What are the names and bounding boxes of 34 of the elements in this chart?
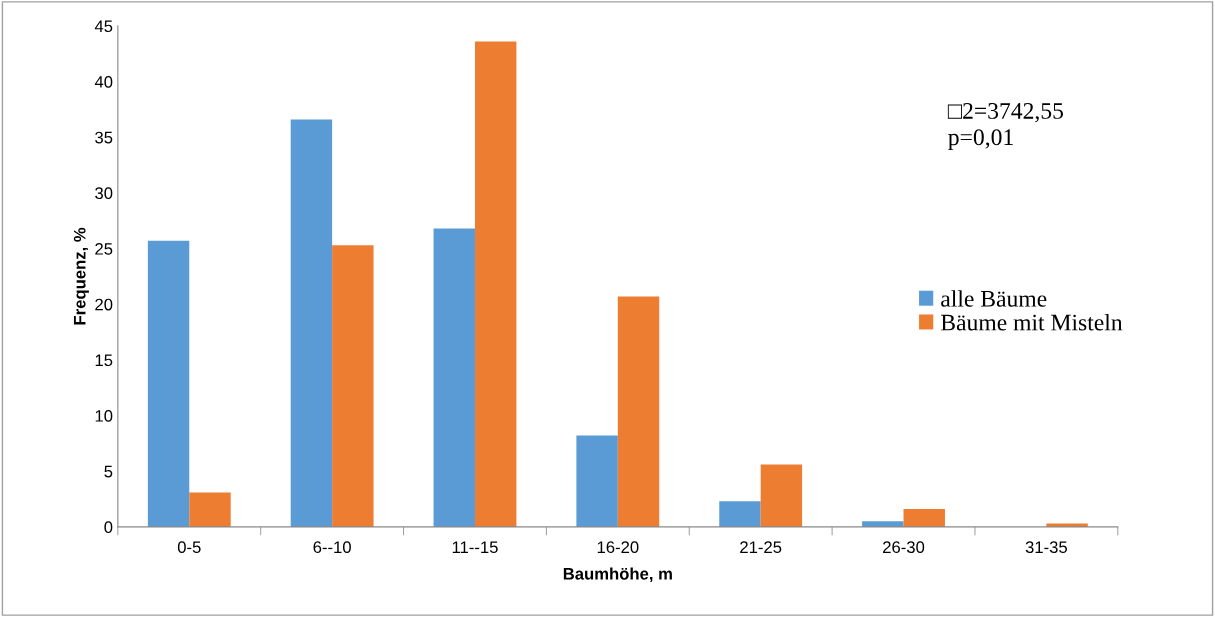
bar xyxy=(617,296,660,527)
x-tick-label: 31-35 xyxy=(1025,541,1067,554)
y-tick-label: 35 xyxy=(95,131,113,144)
bar xyxy=(862,521,904,527)
legend-label: alle Bäume xyxy=(941,290,1047,307)
y-tick-label: 25 xyxy=(95,242,113,255)
y-tick-label: 5 xyxy=(104,465,113,478)
bar xyxy=(719,501,761,527)
bar xyxy=(903,509,945,527)
bar xyxy=(474,41,517,527)
x-tick-label: 21-25 xyxy=(740,541,782,554)
y-tick-label: 40 xyxy=(94,75,113,88)
legend-label: Bäume mit Misteln xyxy=(940,313,1123,331)
y-tick-label: 20 xyxy=(95,298,113,311)
bar xyxy=(290,119,333,527)
y-tick-label: 10 xyxy=(95,409,113,422)
bar xyxy=(576,435,618,527)
x-axis-title: Baumhöhe, m xyxy=(563,567,672,583)
y-tick-label: 45 xyxy=(94,20,113,33)
x-tick-label: 0-5 xyxy=(177,541,201,554)
bar xyxy=(189,492,231,527)
x-tick-label: 16-20 xyxy=(597,541,639,554)
bar xyxy=(433,228,475,527)
bar xyxy=(332,245,374,527)
x-tick-label: 26-30 xyxy=(883,541,925,554)
y-tick-label: 0 xyxy=(104,521,113,534)
y-axis-title: Frequenz, % xyxy=(73,227,89,325)
y-tick-label: 30 xyxy=(95,187,113,200)
bar xyxy=(760,464,803,527)
annotation: □2=3742,55 p=0,01 xyxy=(947,102,1064,150)
x-tick-label: 11--15 xyxy=(452,541,498,554)
y-tick-label: 15 xyxy=(95,354,113,367)
bar xyxy=(147,240,190,527)
x-tick-label: 6--10 xyxy=(313,541,351,554)
